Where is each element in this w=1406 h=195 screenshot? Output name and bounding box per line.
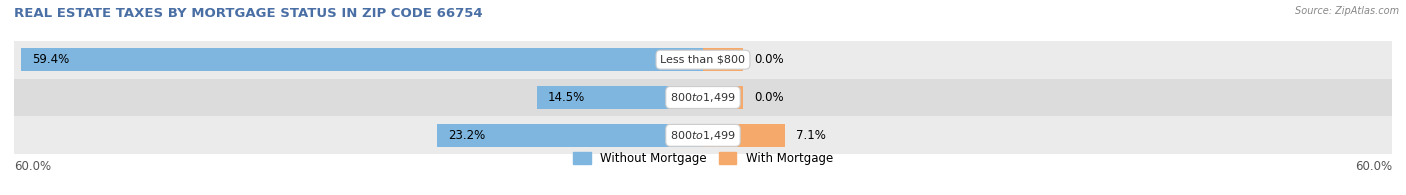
- Bar: [14, 79, 1392, 116]
- Text: Less than $800: Less than $800: [661, 55, 745, 65]
- Bar: [21, 48, 703, 71]
- Text: 23.2%: 23.2%: [449, 129, 485, 142]
- Bar: [14, 116, 1392, 154]
- Text: 60.0%: 60.0%: [1355, 160, 1392, 173]
- Text: REAL ESTATE TAXES BY MORTGAGE STATUS IN ZIP CODE 66754: REAL ESTATE TAXES BY MORTGAGE STATUS IN …: [14, 7, 482, 20]
- Bar: [14, 41, 1392, 79]
- Text: $800 to $1,499: $800 to $1,499: [671, 129, 735, 142]
- Bar: [437, 124, 703, 147]
- Bar: [537, 86, 703, 109]
- Text: 60.0%: 60.0%: [14, 160, 51, 173]
- Text: $800 to $1,499: $800 to $1,499: [671, 91, 735, 104]
- Bar: [703, 124, 785, 147]
- Text: 7.1%: 7.1%: [796, 129, 825, 142]
- Text: 0.0%: 0.0%: [755, 53, 785, 66]
- Text: Source: ZipAtlas.com: Source: ZipAtlas.com: [1295, 6, 1399, 16]
- Bar: [703, 86, 744, 109]
- Text: 0.0%: 0.0%: [755, 91, 785, 104]
- Bar: [703, 48, 744, 71]
- Legend: Without Mortgage, With Mortgage: Without Mortgage, With Mortgage: [568, 147, 838, 170]
- Text: 59.4%: 59.4%: [32, 53, 70, 66]
- Text: 14.5%: 14.5%: [548, 91, 585, 104]
